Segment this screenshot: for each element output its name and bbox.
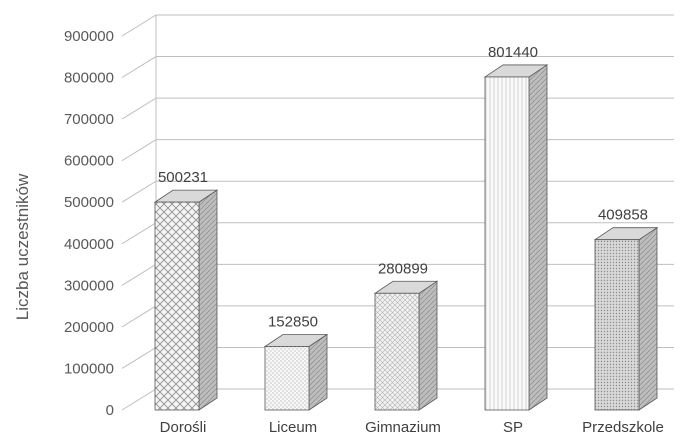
y-axis: 0 100000 200000 300000 400000 500000 600000 700…: [64, 28, 114, 419]
bar-przedszkole: [593, 226, 659, 411]
y-tick-label: 300000: [64, 277, 114, 294]
bar-front: [154, 201, 200, 411]
y-tick-label: 0: [106, 402, 114, 419]
y-tick-label: 900000: [64, 28, 114, 45]
bar-side: [418, 280, 438, 411]
bar-side: [528, 64, 548, 411]
bar-sp: [483, 64, 549, 411]
bar-side: [638, 226, 658, 411]
bar-front: [484, 76, 530, 411]
labels: 500231 Dorośli 152850 Liceum 280899 Gimnazium…: [158, 44, 664, 434]
data-label: 280899: [378, 260, 428, 277]
bars: [153, 64, 659, 411]
data-label: 500231: [158, 169, 208, 186]
x-tick-label: SP: [503, 419, 523, 434]
gridline: [121, 56, 674, 78]
x-tick-label: Dorośli: [160, 419, 207, 434]
bar-side: [308, 333, 328, 411]
x-tick-label: Liceum: [269, 419, 317, 434]
data-label: 152850: [268, 313, 318, 330]
data-label: 409858: [598, 207, 648, 224]
y-tick-label: 500000: [64, 194, 114, 211]
bar-dorośli: [153, 189, 219, 411]
bar-gimnazium: [373, 280, 439, 411]
gridline: [121, 14, 674, 37]
y-tick-label: 200000: [64, 319, 114, 336]
bar-front: [264, 346, 310, 411]
x-tick-label: Gimnazium: [365, 419, 441, 434]
bar-side: [198, 189, 218, 411]
data-label: 801440: [488, 44, 538, 61]
y-tick-label: 600000: [64, 153, 114, 170]
gridline: [121, 139, 674, 162]
bar-front: [374, 292, 420, 411]
y-tick-label: 800000: [64, 70, 114, 87]
bar-liceum: [263, 333, 329, 411]
x-tick-label: Przedszkole: [582, 419, 664, 434]
y-axis-title: Liczba uczestników: [13, 173, 32, 320]
gridline: [121, 97, 674, 120]
y-tick-label: 700000: [64, 111, 114, 128]
y-tick-label: 100000: [64, 360, 114, 377]
bar-front: [594, 239, 640, 411]
y-tick-label: 400000: [64, 236, 114, 253]
